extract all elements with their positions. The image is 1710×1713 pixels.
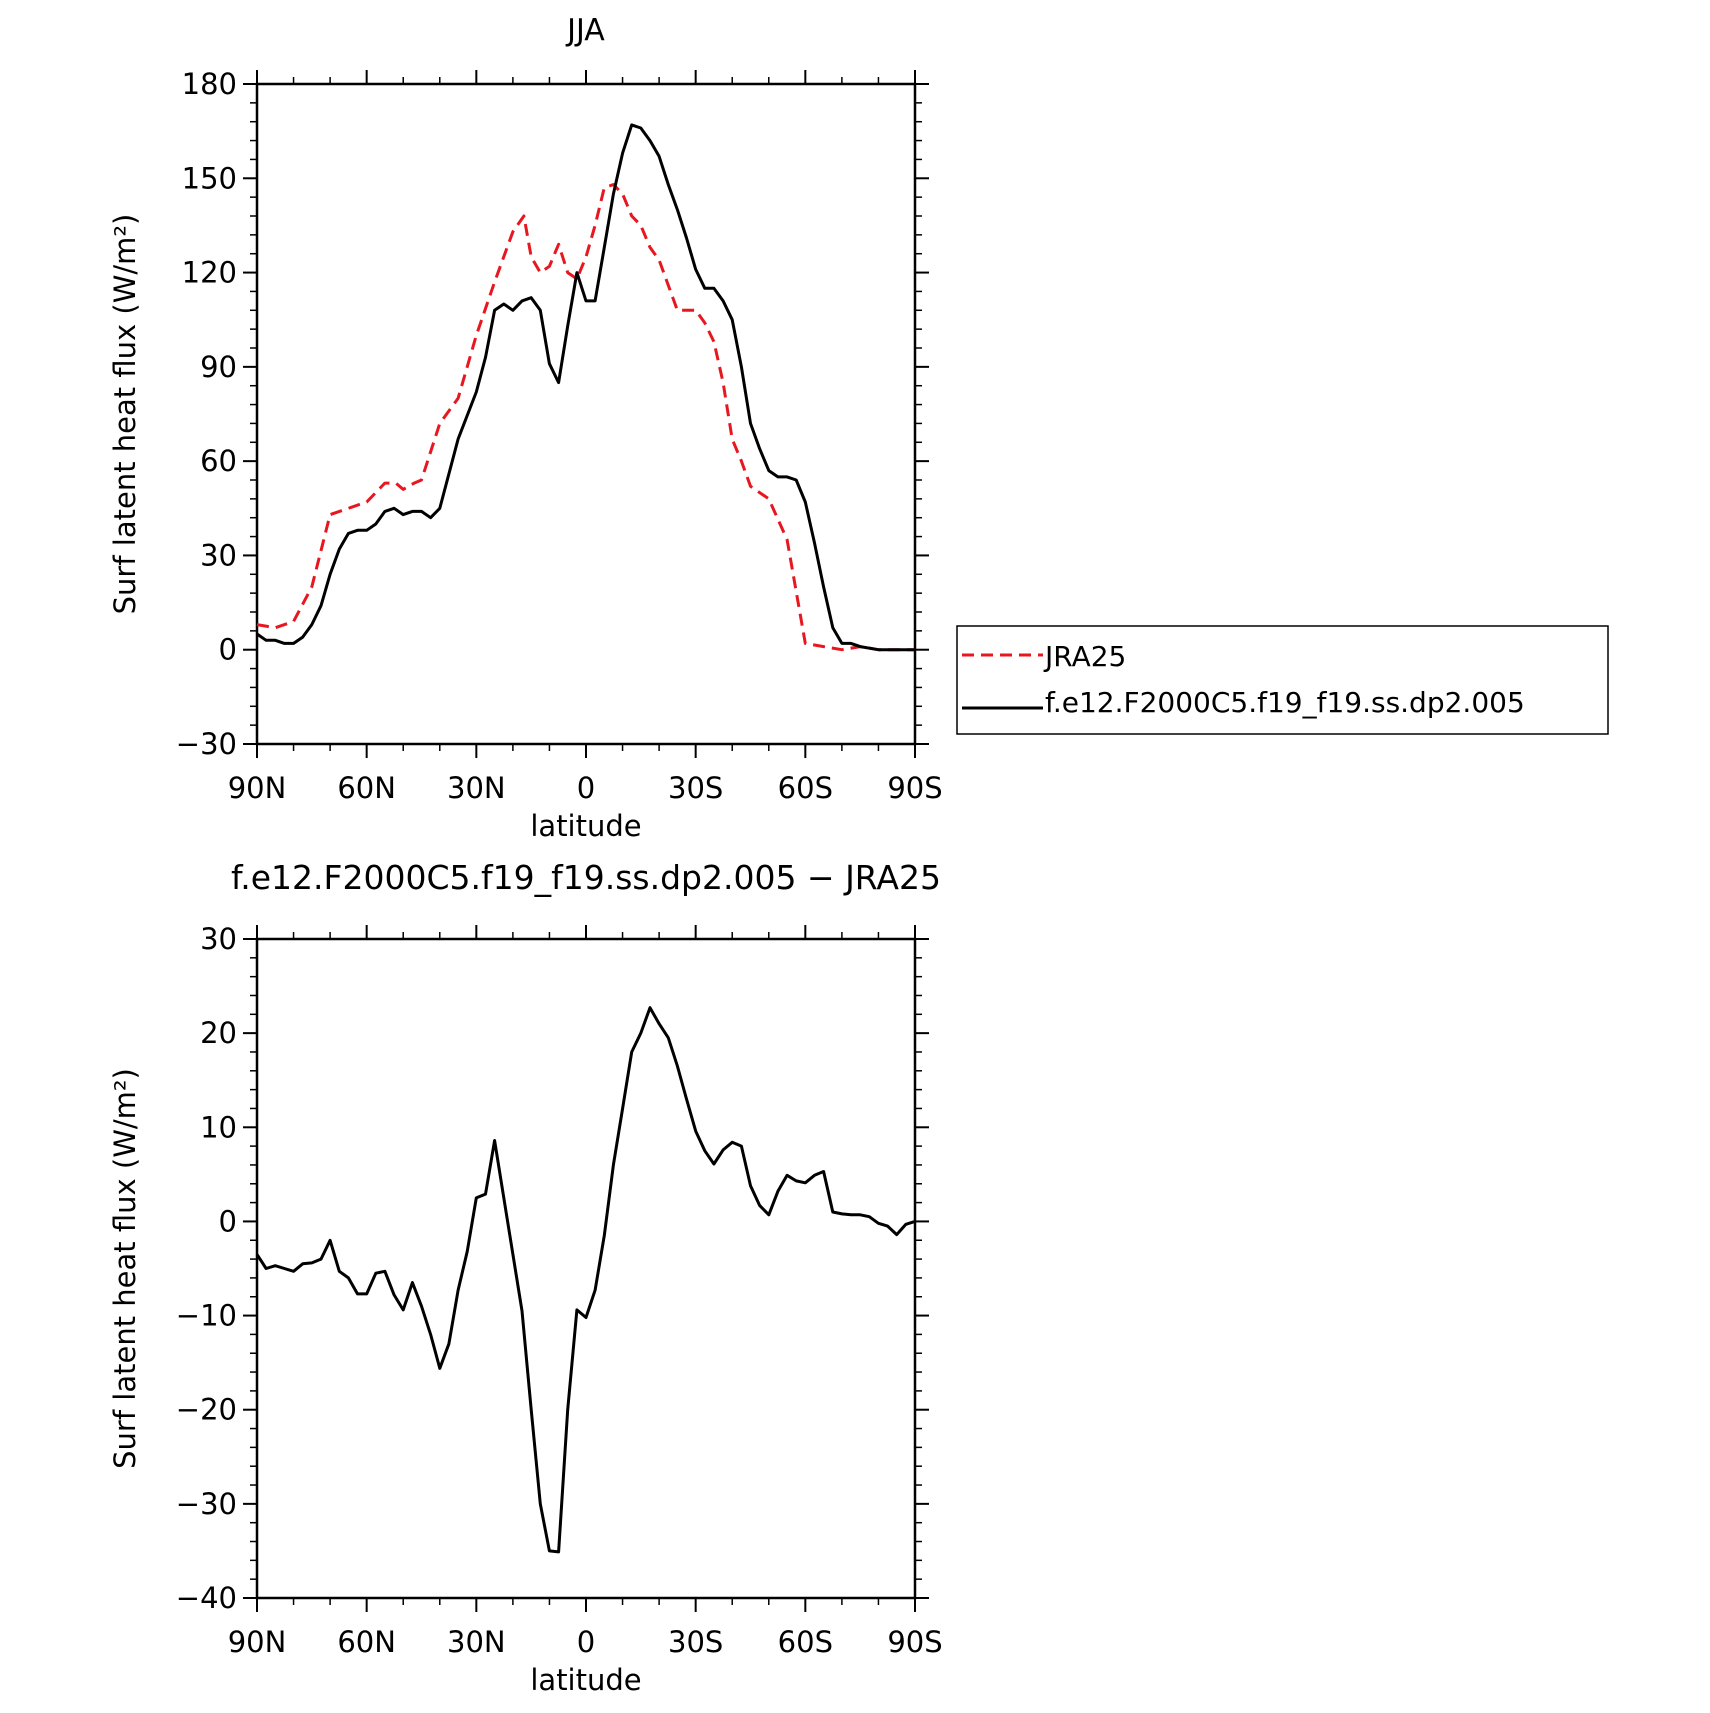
bottom-ytick-label: 0 — [219, 1204, 237, 1238]
top-ytick-label: 0 — [219, 633, 237, 667]
bottom-xtick-label: 30S — [668, 1625, 723, 1659]
top-ytick-label: 180 — [182, 67, 237, 101]
bottom-ytick-label: −10 — [176, 1299, 237, 1333]
top-xtick-label: 30S — [668, 771, 723, 805]
bottom-ytick-label: 20 — [200, 1016, 237, 1050]
top-xtick-label: 90N — [228, 771, 287, 805]
top-ytick-label: −30 — [176, 727, 237, 761]
top-series-line-0 — [256, 183, 915, 652]
top-ytick-label: 30 — [200, 538, 237, 572]
top-xtick-label: 60N — [337, 771, 396, 805]
top-ytick-label: 90 — [200, 350, 237, 384]
legend-box — [956, 625, 1609, 735]
bottom-xtick-label: 60N — [337, 1625, 396, 1659]
top-chart-title: JJA — [565, 13, 605, 48]
bottom-series-line-0 — [255, 1006, 916, 1554]
top-xtick-label: 90S — [887, 771, 942, 805]
top-xtick-label: 0 — [577, 771, 595, 805]
top-x-axis-label: latitude — [530, 809, 641, 843]
bottom-chart: −40 −30 −20 −10 0 10 20 30 90N 60N 30N 0 30S 60S 90S la… — [108, 922, 943, 1697]
bottom-ytick-label: 30 — [200, 922, 237, 956]
bottom-ytick-label: 10 — [200, 1110, 237, 1144]
bottom-xtick-label: 30N — [447, 1625, 506, 1659]
legend-label-model: f.e12.F2000C5.f19_f19.ss.dp2.005 — [1045, 686, 1525, 719]
bottom-ytick-label: −40 — [176, 1581, 237, 1615]
legend: JRA25 f.e12.F2000C5.f19_f19.ss.dp2.005 — [956, 625, 1609, 735]
bottom-plot-frame — [255, 937, 917, 1600]
bottom-ytick-label: −30 — [176, 1487, 237, 1521]
bottom-y-axis-label: Surf latent heat flux (W/m²) — [108, 1068, 142, 1469]
top-y-axis-label: Surf latent heat flux (W/m²) — [108, 214, 142, 615]
bottom-xtick-label: 90S — [887, 1625, 942, 1659]
bottom-ytick-label: −20 — [176, 1393, 237, 1427]
bottom-xtick-label: 0 — [577, 1625, 595, 1659]
top-series-line-1 — [256, 123, 915, 652]
legend-label-jra25: JRA25 — [1043, 640, 1126, 673]
top-chart: −30 0 30 60 90 120 150 180 90N 60N 30N 0 30S 60S 90S la… — [108, 67, 943, 843]
top-ytick-label: 60 — [200, 444, 237, 478]
top-ytick-label: 150 — [182, 161, 237, 195]
bottom-xtick-label: 90N — [228, 1625, 287, 1659]
bottom-xtick-label: 60S — [778, 1625, 833, 1659]
bottom-x-axis-label: latitude — [530, 1663, 641, 1697]
top-xtick-label: 60S — [778, 771, 833, 805]
bottom-chart-title: f.e12.F2000C5.f19_f19.ss.dp2.005 − JRA25 — [231, 858, 941, 897]
top-ytick-label: 120 — [182, 256, 237, 290]
top-xtick-label: 30N — [447, 771, 506, 805]
